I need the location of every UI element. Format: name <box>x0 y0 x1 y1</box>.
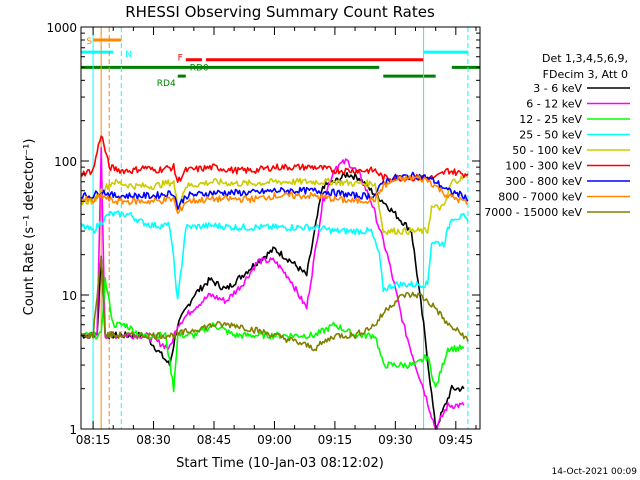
x-tick-label-3: 09:00 <box>257 433 292 447</box>
footer-timestamp: 14-Oct-2021 00:09 <box>552 467 638 477</box>
x-tick-label-4: 09:15 <box>318 433 353 447</box>
x-tick-label-1: 08:30 <box>136 433 171 447</box>
legend-label-4: 50 - 100 keV <box>512 144 582 157</box>
legend-label-8: 7000 - 15000 keV <box>484 206 582 219</box>
x-tick-label-6: 09:45 <box>439 433 474 447</box>
band-label-0: S <box>86 37 92 47</box>
legend: 3 - 6 keV 6 - 12 keV 12 - 25 keV 25 - 50 ke… <box>484 82 630 219</box>
y-axis-ticks: 1 10 100 1000 <box>46 21 480 437</box>
legend-header-line-2: FDecim 3, Att 0 <box>543 68 628 81</box>
series-line-4 <box>80 175 469 236</box>
legend-header-line-1: Det 1,3,4,5,6,9, <box>542 52 628 65</box>
series-line-3 <box>80 210 469 300</box>
legend-label-6: 300 - 800 keV <box>505 175 582 188</box>
legend-label-7: 800 - 7000 keV <box>498 191 582 204</box>
x-tick-label-0: 08:15 <box>76 433 111 447</box>
band-label-5: RD0 <box>190 63 209 73</box>
x-axis-label: Start Time (10-Jan-03 08:12:02) <box>176 456 384 471</box>
legend-label-0: 3 - 6 keV <box>533 82 582 95</box>
observing-bands: S N F RD0 RD4 <box>81 37 480 89</box>
band-label-7: RD4 <box>157 79 176 89</box>
series-lines <box>80 135 469 430</box>
x-axis-ticks: 08:15 08:30 08:45 09:00 09:15 09:30 09:45 <box>76 27 477 447</box>
reference-lines <box>92 27 469 429</box>
y-tick-label-2: 100 <box>54 155 77 169</box>
band-label-1: N <box>125 50 132 60</box>
legend-label-5: 100 - 300 keV <box>505 160 582 173</box>
plot-frame <box>80 26 481 430</box>
x-tick-label-5: 09:30 <box>378 433 413 447</box>
y-tick-label-3: 1000 <box>46 21 77 35</box>
series-line-6 <box>80 171 469 211</box>
series-line-7 <box>80 175 469 214</box>
series-line-0 <box>80 172 465 430</box>
legend-label-1: 6 - 12 keV <box>526 98 582 111</box>
legend-label-3: 25 - 50 keV <box>519 129 582 142</box>
band-label-3: F <box>178 54 183 64</box>
series-line-8 <box>80 256 469 352</box>
x-tick-label-2: 08:45 <box>197 433 232 447</box>
y-axis-label: Count Rate (s⁻¹ detector⁻¹) <box>22 139 37 316</box>
legend-label-2: 12 - 25 keV <box>519 113 582 126</box>
chart-title: RHESSI Observing Summary Count Rates <box>125 3 435 21</box>
y-tick-label-1: 10 <box>62 289 77 303</box>
y-tick-label-0: 1 <box>69 423 77 437</box>
